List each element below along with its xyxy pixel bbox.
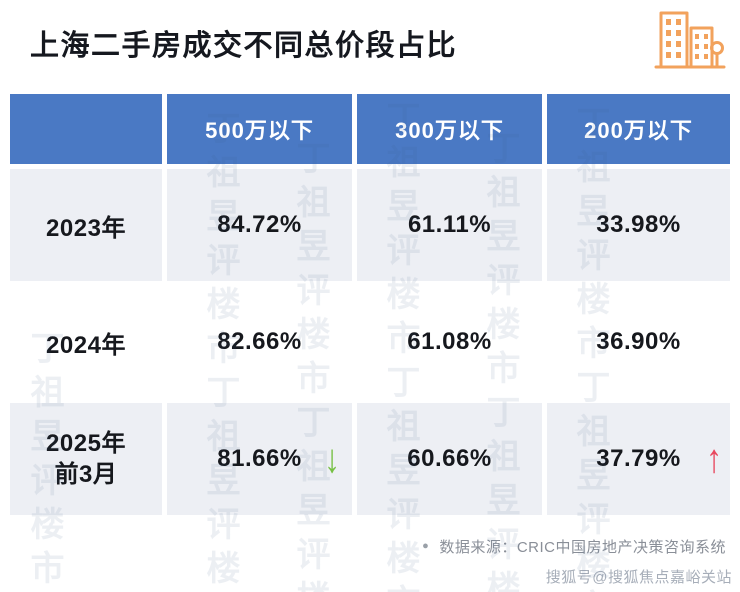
value-2025-under-500w: 81.66% ↓ [167, 403, 352, 515]
header-cell-under-300w: 300万以下 [357, 94, 542, 164]
price-segment-table: 500万以下 300万以下 200万以下 2023年 84.72% 61.11%… [10, 94, 730, 515]
value-2025-under-200w: 37.79% ↑ [547, 403, 730, 515]
value-2024-under-300w: 61.08% [357, 286, 542, 398]
header-cell-under-200w: 200万以下 [547, 94, 730, 164]
data-source-row: ● 数据来源：CRIC中国房地产决策咨询系统 [422, 536, 726, 557]
up-arrow-icon: ↑ [705, 437, 722, 481]
value-2023-under-500w: 84.72% [167, 169, 352, 281]
header-cell-empty [10, 94, 162, 164]
publisher-credit: 搜狐号@搜狐焦点嘉峪关站 [545, 569, 732, 586]
value-2024-under-500w: 82.66% [167, 286, 352, 398]
table-row-2023: 2023年 84.72% 61.11% 33.98% [10, 169, 730, 281]
data-source-text: 数据来源：CRIC中国房地产决策咨询系统 [439, 539, 726, 556]
bullet-icon: ● [422, 540, 430, 552]
value-2023-under-200w: 33.98% [547, 169, 730, 281]
row-label-2025-line1: 2025年 [46, 429, 126, 457]
value-text: 81.66% [217, 445, 302, 472]
page-title: 上海二手房成交不同总价段占比 [30, 30, 458, 62]
value-text: 37.79% [596, 445, 681, 472]
header-cell-under-500w: 500万以下 [167, 94, 352, 164]
table-header-row: 500万以下 300万以下 200万以下 [10, 94, 730, 164]
table-row-2024: 2024年 82.66% 61.08% 36.90% [10, 286, 730, 398]
value-2024-under-200w: 36.90% [547, 286, 730, 398]
value-2025-under-300w: 60.66% [357, 403, 542, 515]
value-2023-under-300w: 61.11% [357, 169, 542, 281]
row-label-2025: 2025年 前3月 [10, 403, 162, 515]
row-label-2024: 2024年 [10, 286, 162, 398]
down-arrow-icon: ↓ [323, 437, 340, 481]
building-icon [654, 6, 726, 81]
row-label-2025-line2: 前3月 [54, 461, 118, 488]
table-row-2025: 2025年 前3月 81.66% ↓ 60.66% 37.79% ↑ [10, 403, 730, 515]
row-label-2023: 2023年 [10, 169, 162, 281]
